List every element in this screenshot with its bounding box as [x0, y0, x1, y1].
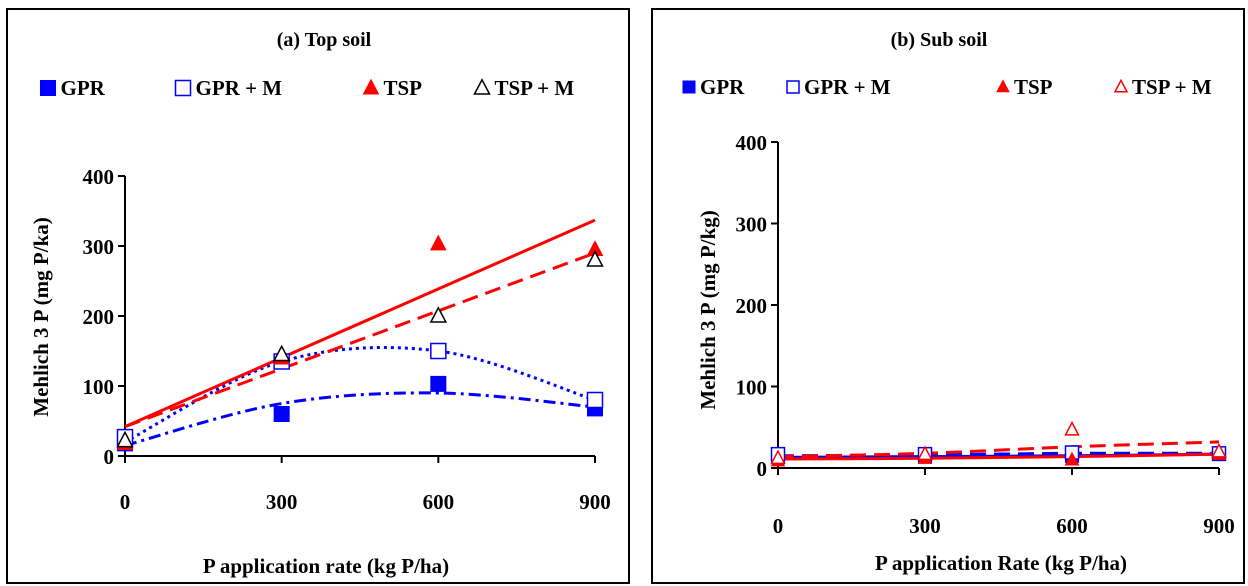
- legend-label: GPR + M: [196, 76, 283, 100]
- y-axis-label: Mehlich 3 P (mg P/ka): [29, 217, 53, 416]
- legend-label: TSP: [384, 76, 423, 100]
- data-point-gpr-m: [586, 391, 604, 409]
- chart-svg-top-soil: (a) Top soil GPR GPR + M TSP TSP + M 0 100 200 3…: [29, 29, 611, 578]
- y-tick-label: 300: [83, 235, 115, 259]
- chart-svg-sub-soil: (b) Sub soil GPR GPR + M TSP TSP + M 0 100 200 3…: [682, 29, 1235, 575]
- data-point-tsp-m: [1064, 420, 1080, 436]
- legend-marker-2: [362, 78, 380, 95]
- chart-panel-sub-soil: (b) Sub soil GPR GPR + M TSP TSP + M 0 100 200 3…: [651, 8, 1245, 584]
- x-axis-label: P application Rate (kg P/ha): [875, 551, 1127, 575]
- legend-marker-1: [174, 79, 192, 97]
- chart-title: (a) Top soil: [277, 29, 372, 51]
- data-point-tsp-m: [770, 449, 786, 465]
- x-tick-label: 300: [266, 490, 298, 514]
- x-axis-label: P application rate (kg P/ha): [203, 554, 449, 578]
- y-tick-label: 200: [83, 305, 115, 329]
- data-point-tsp-m: [272, 344, 291, 362]
- legend-label: TSP + M: [495, 76, 575, 100]
- data-point-tsp-m: [586, 250, 604, 267]
- chart-panel-top-soil: (a) Top soil GPR GPR + M TSP TSP + M 0 100 200 3…: [6, 8, 630, 584]
- data-point-gpr-m: [430, 342, 447, 360]
- legend-marker-2: [996, 79, 1010, 93]
- x-tick-label: 0: [120, 490, 131, 514]
- data-point-tsp-m: [1211, 442, 1227, 458]
- legend-label: GPR: [61, 76, 106, 100]
- data-point-tsp-m: [917, 445, 933, 461]
- legend-marker-0: [40, 80, 56, 96]
- data-point-gpr: [273, 406, 290, 422]
- legend-marker-0: [682, 80, 696, 94]
- x-tick-label: 900: [579, 490, 611, 514]
- y-tick-label: 0: [104, 445, 115, 469]
- y-tick-label: 100: [83, 375, 115, 399]
- y-tick-label: 400: [736, 131, 768, 155]
- y-tick-label: 400: [83, 165, 115, 189]
- data-point-tsp: [1064, 451, 1080, 466]
- trendline-gpr-m: [777, 451, 1220, 458]
- trendline-tsp-m: [124, 251, 596, 429]
- data-point-tsp: [430, 234, 447, 251]
- legend-label: GPR + M: [804, 75, 891, 99]
- y-tick-label: 200: [736, 294, 768, 318]
- trendline-tsp-m: [777, 440, 1220, 459]
- data-point-tsp-m: [429, 306, 448, 323]
- legend-marker-3: [1113, 78, 1129, 93]
- y-axis-label: Mehlich 3 P (mg P/kg): [696, 210, 720, 409]
- y-tick-label: 100: [736, 376, 768, 400]
- x-tick-label: 600: [1056, 514, 1088, 538]
- legend-label: GPR: [700, 75, 745, 99]
- chart-title: (b) Sub soil: [891, 29, 988, 51]
- y-tick-label: 300: [736, 213, 768, 237]
- legend-marker-1: [786, 80, 800, 94]
- trendline-gpr: [124, 391, 596, 447]
- x-tick-label: 600: [423, 490, 455, 514]
- legend-label: TSP + M: [1132, 75, 1212, 99]
- legend-label: TSP: [1014, 75, 1053, 99]
- data-point-tsp-m: [116, 430, 134, 448]
- legend-marker-3: [473, 78, 491, 95]
- trendline-tsp: [124, 218, 596, 428]
- trendline-tsp: [777, 452, 1220, 461]
- x-tick-label: 0: [773, 514, 784, 538]
- data-point-gpr: [430, 375, 447, 392]
- x-tick-label: 900: [1203, 514, 1235, 538]
- x-tick-label: 300: [909, 514, 941, 538]
- y-tick-label: 0: [757, 457, 768, 481]
